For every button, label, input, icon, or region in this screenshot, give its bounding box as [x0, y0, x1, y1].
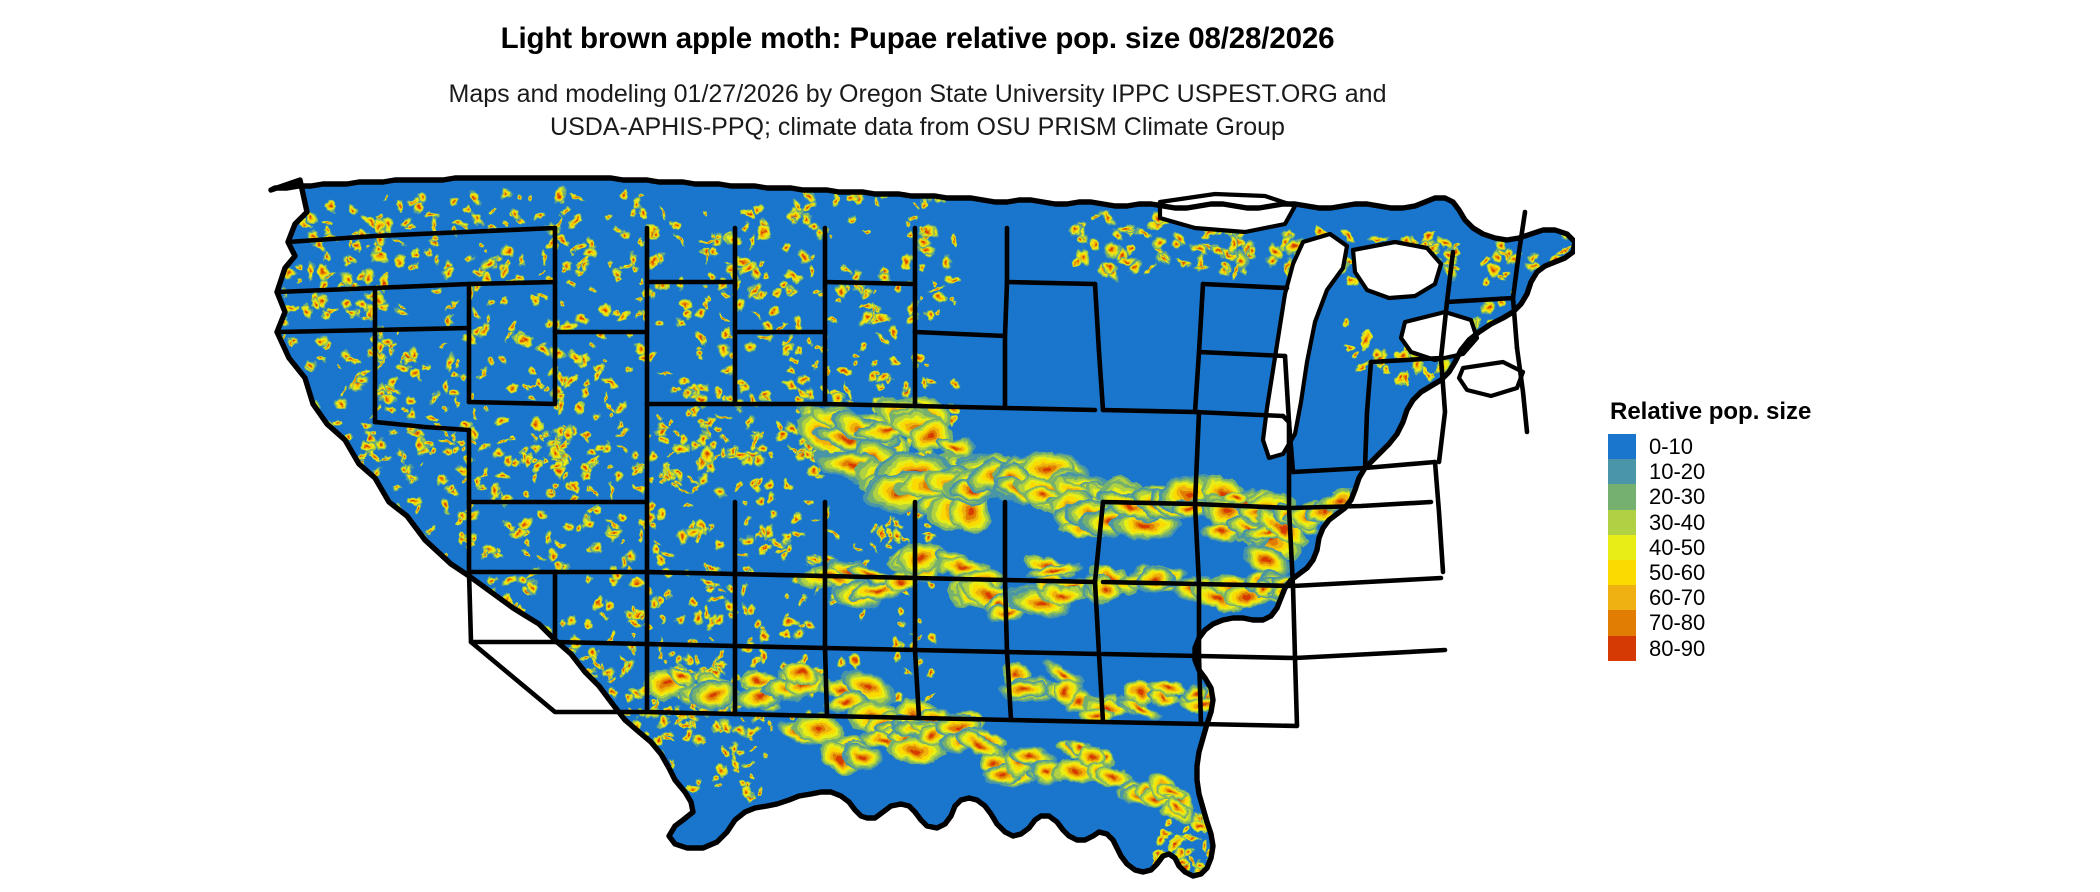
state-border [1192, 409, 1286, 419]
lake [1157, 191, 1298, 235]
legend-swatch [1608, 484, 1636, 510]
legend-items: 0-10 10-20 20-30 30-40 40-50 50-60 60-70 70-80 8… [1608, 434, 1908, 661]
state-border [285, 225, 558, 245]
state-border [1368, 355, 1448, 465]
legend-swatch [1608, 534, 1636, 560]
state-border [466, 499, 650, 575]
legend-item: 10-20 [1608, 459, 1908, 485]
state-border [1200, 281, 1290, 291]
legend-label: 30-40 [1649, 509, 1706, 535]
state-border [1510, 209, 1528, 301]
state-border [732, 329, 828, 407]
state-border [912, 329, 1008, 411]
state-border [274, 279, 558, 295]
state-border [1292, 647, 1448, 661]
legend-item: 40-50 [1608, 534, 1908, 560]
legend-item: 70-80 [1608, 610, 1908, 636]
state-border [468, 639, 650, 715]
state-border [1004, 279, 1098, 287]
legend-swatch [1608, 459, 1636, 485]
legend-label: 60-70 [1649, 585, 1706, 611]
state-border [1286, 499, 1434, 511]
legend-item: 0-10 [1608, 434, 1908, 460]
state-border [1002, 405, 1098, 413]
legend-label: 50-60 [1649, 559, 1706, 585]
national-outline [268, 175, 1575, 879]
legend-title: Relative pop. size [1610, 398, 1812, 425]
page-title: Light brown apple moth: Pupae relative p… [500, 22, 1335, 55]
state-border [1198, 655, 1300, 729]
state-border [372, 419, 472, 433]
state-borders [274, 177, 1530, 729]
state-border [1196, 349, 1288, 359]
state-border [1100, 281, 1206, 415]
legend-label: 20-30 [1649, 484, 1706, 510]
state-border [466, 401, 650, 505]
legend-swatch [1608, 635, 1636, 661]
state-border [1290, 575, 1444, 589]
legend-swatch [1608, 585, 1636, 611]
us-map-svg [268, 175, 1575, 879]
great-lakes-water [1157, 191, 1526, 461]
state-border [1514, 345, 1530, 435]
legend-swatch [1608, 610, 1636, 636]
subtitle-line-1: Maps and modeling 01/27/2026 by Oregon S… [448, 80, 1387, 108]
state-border [466, 569, 558, 645]
state-border [1092, 281, 1106, 413]
legend-label: 10-20 [1649, 459, 1706, 485]
legend-item: 30-40 [1608, 509, 1908, 535]
legend-item: 20-30 [1608, 484, 1908, 510]
lake [1350, 239, 1444, 301]
legend-label: 70-80 [1649, 610, 1706, 636]
lake [1456, 359, 1526, 399]
legend-label: 0-10 [1649, 434, 1694, 459]
legend: Relative pop. size 0-10 10-20 20-30 30-40 40… [1608, 398, 1908, 661]
us-map [255, 172, 1575, 882]
legend-item: 50-60 [1608, 559, 1908, 586]
lake [1398, 309, 1480, 363]
legend-swatch [1608, 559, 1636, 586]
legend-item: 80-90 [1608, 635, 1908, 661]
legend-swatch [1608, 509, 1636, 535]
state-border [1362, 359, 1374, 471]
state-border [1432, 459, 1446, 575]
conus-outline [268, 175, 1575, 879]
figure-subtitle: Maps and modeling 01/27/2026 by Oregon S… [0, 78, 1835, 144]
legend-label: 80-90 [1649, 635, 1706, 661]
legend-item: 60-70 [1608, 585, 1908, 611]
legend-label: 40-50 [1649, 534, 1706, 560]
subtitle-line-2: USDA-APHIS-PPQ; climate data from OSU PR… [550, 113, 1285, 141]
legend-swatch [1608, 434, 1636, 460]
state-border [466, 329, 558, 407]
